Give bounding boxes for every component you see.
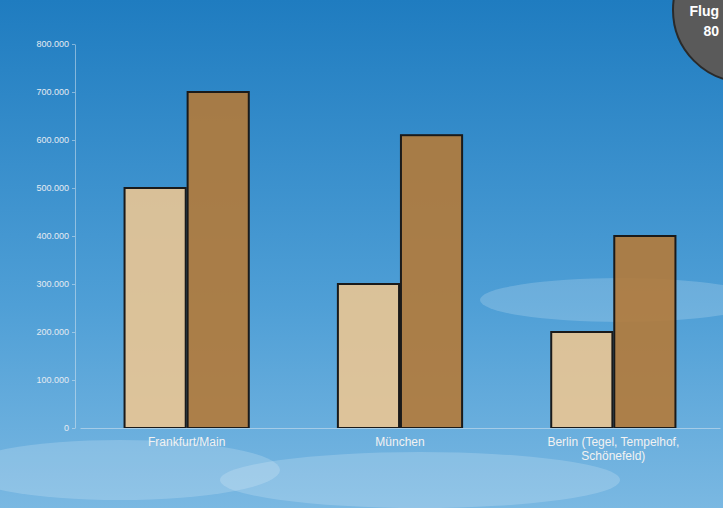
bar [188, 92, 249, 428]
x-tick-label: München [375, 435, 424, 449]
x-tick-label: Berlin (Tegel, Tempelhof,Schönefeld) [547, 435, 679, 463]
y-axis-line [75, 45, 76, 429]
annotation: Flug [689, 3, 719, 19]
y-tick: 100.000 [36, 375, 75, 385]
x-tick: München [375, 428, 424, 449]
y-tick-mark [72, 140, 75, 141]
y-tick-label: 700.000 [36, 87, 69, 97]
bar [125, 188, 186, 428]
y-tick: 600.000 [36, 135, 75, 145]
y-tick-mark [72, 188, 75, 189]
y-tick-mark [72, 428, 75, 429]
y-tick: 700.000 [36, 87, 75, 97]
chart: 0 100.000 200.000 300.000 400.000 500.000 600.… [0, 0, 723, 508]
x-axis: Frankfurt/Main München Berlin (Tegel, Temp… [81, 428, 721, 463]
y-tick-mark [72, 332, 75, 333]
y-tick-label: 0 [64, 423, 69, 433]
y-tick-label: 200.000 [36, 327, 69, 337]
y-tick-label: 500.000 [36, 183, 69, 193]
y-tick: 200.000 [36, 327, 75, 337]
y-tick-label: 400.000 [36, 231, 69, 241]
x-tick: Frankfurt/Main [148, 428, 225, 449]
y-tick: 400.000 [36, 231, 75, 241]
y-axis: 0 100.000 200.000 300.000 400.000 500.000 600.… [36, 39, 75, 433]
y-tick-mark [72, 44, 75, 45]
x-tick: Berlin (Tegel, Tempelhof,Schönefeld) [547, 428, 679, 463]
bar [401, 135, 462, 428]
y-tick: 500.000 [36, 183, 75, 193]
y-tick-mark [72, 380, 75, 381]
y-tick: 0 [64, 423, 75, 433]
bar [338, 284, 399, 428]
bar [614, 236, 675, 428]
cloud [480, 278, 723, 322]
background [0, 0, 723, 508]
x-axis-line [81, 428, 721, 429]
y-tick-mark [72, 284, 75, 285]
bar [551, 332, 612, 428]
y-tick-label: 800.000 [36, 39, 69, 49]
y-tick-label: 300.000 [36, 279, 69, 289]
y-tick-mark [72, 236, 75, 237]
y-tick-mark [72, 92, 75, 93]
y-tick: 800.000 [36, 39, 75, 49]
y-tick-label: 600.000 [36, 135, 69, 145]
annotation: 80 [703, 23, 719, 39]
bars [125, 92, 676, 428]
x-tick-label: Frankfurt/Main [148, 435, 225, 449]
y-tick-label: 100.000 [36, 375, 69, 385]
y-tick: 300.000 [36, 279, 75, 289]
cloud [220, 452, 620, 508]
badge [673, 0, 723, 82]
